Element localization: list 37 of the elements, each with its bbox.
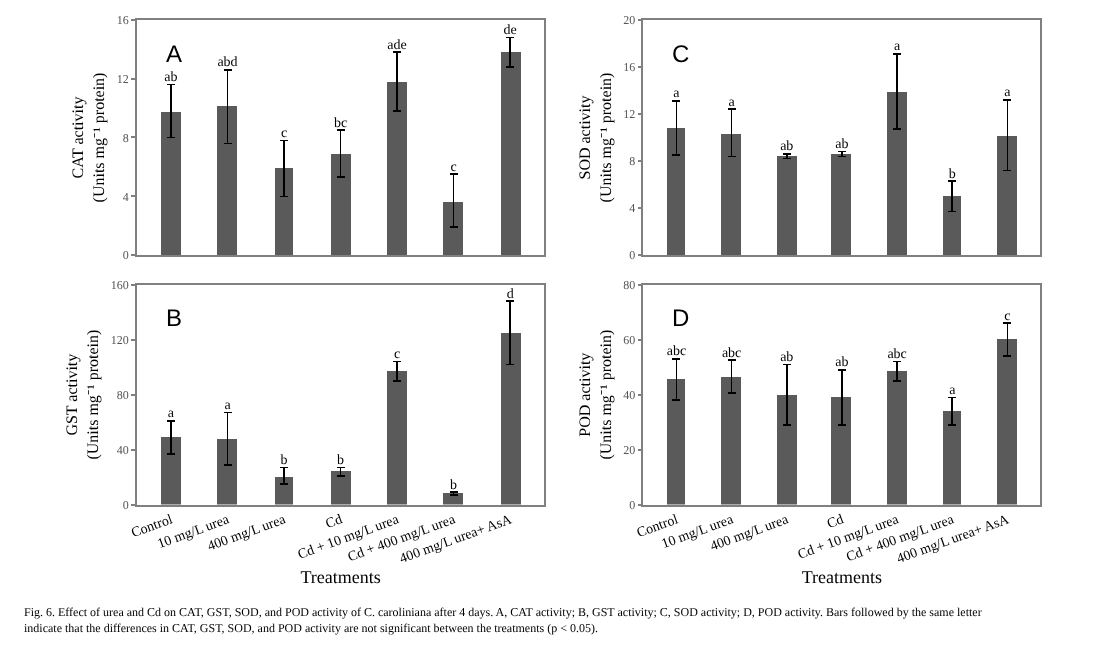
y-axis-title: SOD activity (Units mg⁻¹ protein) — [575, 71, 615, 203]
bar — [275, 476, 294, 505]
y-axis-title: GST activity (Units mg⁻¹ protein) — [63, 329, 103, 460]
bar — [501, 332, 522, 505]
bar — [443, 201, 464, 256]
annotation: A — [166, 40, 183, 68]
bar — [387, 81, 408, 256]
bar — [161, 111, 182, 256]
bar — [667, 378, 686, 505]
bar — [997, 338, 1018, 505]
x-axis-title: Treatments — [801, 566, 884, 587]
x-axis-title: Treatments — [300, 566, 382, 587]
bar — [943, 410, 962, 505]
bar — [331, 153, 352, 256]
bar — [831, 153, 852, 256]
annotation: D — [672, 304, 690, 332]
bar — [887, 91, 908, 256]
bar — [331, 470, 352, 505]
y-axis-title: POD activity (Units mg⁻¹ protein) — [575, 329, 615, 460]
bar — [501, 51, 522, 256]
annotation: B — [166, 304, 183, 332]
bar — [777, 394, 798, 505]
bar — [777, 155, 798, 256]
bar — [831, 396, 852, 505]
y-axis-title: CAT activity (Units mg⁻¹ protein) — [69, 71, 109, 203]
bar — [667, 127, 686, 256]
bar — [943, 195, 962, 256]
bar — [387, 370, 408, 505]
bar — [887, 370, 908, 505]
bar — [997, 135, 1018, 256]
bar — [721, 376, 742, 505]
annotation: C — [672, 40, 690, 68]
bar — [217, 438, 238, 505]
bar — [721, 133, 742, 256]
bar — [275, 167, 294, 256]
bar — [161, 436, 182, 505]
bar — [217, 105, 238, 256]
